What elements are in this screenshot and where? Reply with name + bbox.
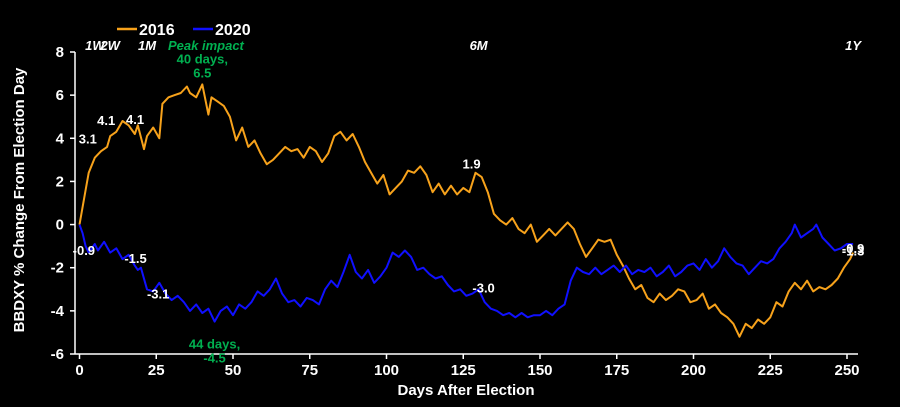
y-tick-label: 0	[56, 217, 64, 234]
x-tick-label: 250	[834, 362, 859, 379]
x-tick-label: 25	[148, 362, 165, 379]
data-label-2016: 40 days,	[177, 51, 228, 66]
data-label-2020: -1.5	[124, 251, 146, 266]
x-tick-label: 50	[225, 362, 242, 379]
data-label-2020: -3.1	[147, 286, 169, 301]
y-tick-label: -6	[51, 346, 64, 363]
x-tick-label: 225	[758, 362, 783, 379]
legend-label-2020: 2020	[215, 22, 251, 39]
y-tick-label: -4	[51, 303, 65, 320]
x-tick-label: 175	[604, 362, 629, 379]
data-label-2016: 6.5	[193, 65, 211, 80]
series-line-2020	[78, 223, 854, 323]
period-marker-6m: 6M	[470, 38, 489, 53]
y-tick-label: 8	[56, 44, 64, 61]
data-label-2016: 1.9	[462, 157, 480, 172]
data-label-2020: -0.9	[842, 241, 864, 256]
y-tick-label: 6	[56, 87, 64, 104]
x-tick-label: 150	[527, 362, 552, 379]
series-line-2016	[78, 83, 855, 338]
x-tick-label: 75	[301, 362, 318, 379]
period-marker-2w: 2W	[99, 38, 121, 53]
data-label-2016: 4.1	[126, 112, 144, 127]
data-label-2020: -3.0	[472, 280, 494, 295]
data-label-2020: -0.9	[73, 243, 95, 258]
x-tick-label: 200	[681, 362, 706, 379]
legend: 2016 2020	[117, 22, 251, 39]
series-lines	[78, 83, 855, 338]
y-axis-title: BBDXY % Change From Election Day	[11, 67, 28, 332]
data-label-2020: 44 days,	[189, 337, 240, 352]
y-tick-label: -2	[51, 260, 64, 277]
y-tick-label: 4	[56, 130, 65, 147]
x-tick-label: 100	[374, 362, 399, 379]
legend-label-2016: 2016	[139, 22, 175, 39]
y-tick-label: 2	[56, 173, 64, 190]
peak-impact-label: Peak impact	[168, 38, 245, 53]
data-label-2016: 3.1	[79, 132, 97, 147]
y-ticks: -6 -4 -2 0 2 4 6 8	[51, 44, 75, 363]
period-marker-1m: 1M	[138, 38, 157, 53]
data-label-2016: 4.1	[97, 113, 115, 128]
x-tick-label: 0	[75, 362, 83, 379]
period-marker-1y: 1Y	[845, 38, 862, 53]
period-marker-1w: 1W	[85, 38, 106, 53]
data-labels: 3.14.1 4.140 days,6.51.9-1.3-0.9-1.5-3.14…	[73, 51, 865, 365]
x-tick-label: 125	[451, 362, 476, 379]
data-label-2016: -1.3	[842, 244, 864, 259]
x-ticks: 0 25 50 75 100 125 150 175 200 225 250	[75, 354, 860, 379]
data-label-2020: -4.5	[203, 351, 225, 366]
x-axis-title: Days After Election	[398, 382, 535, 399]
